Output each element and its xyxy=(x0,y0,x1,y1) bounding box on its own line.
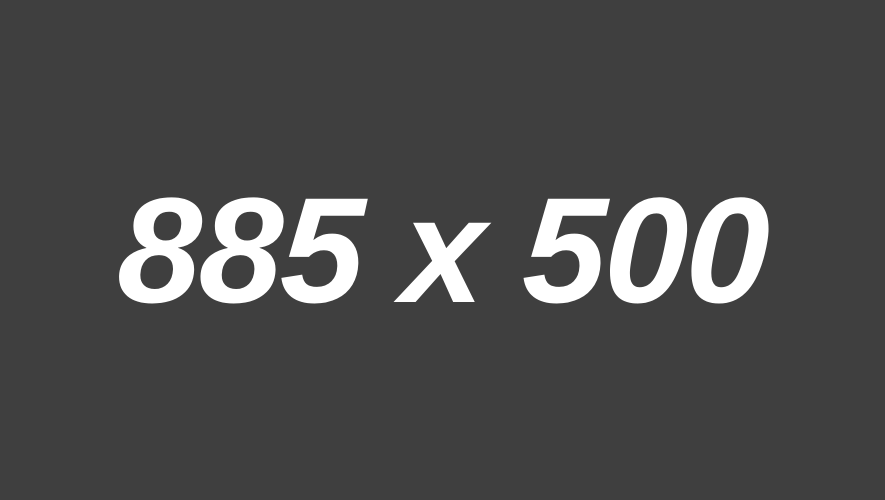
placeholder-dimensions-label: 885 x 500 xyxy=(114,166,771,334)
